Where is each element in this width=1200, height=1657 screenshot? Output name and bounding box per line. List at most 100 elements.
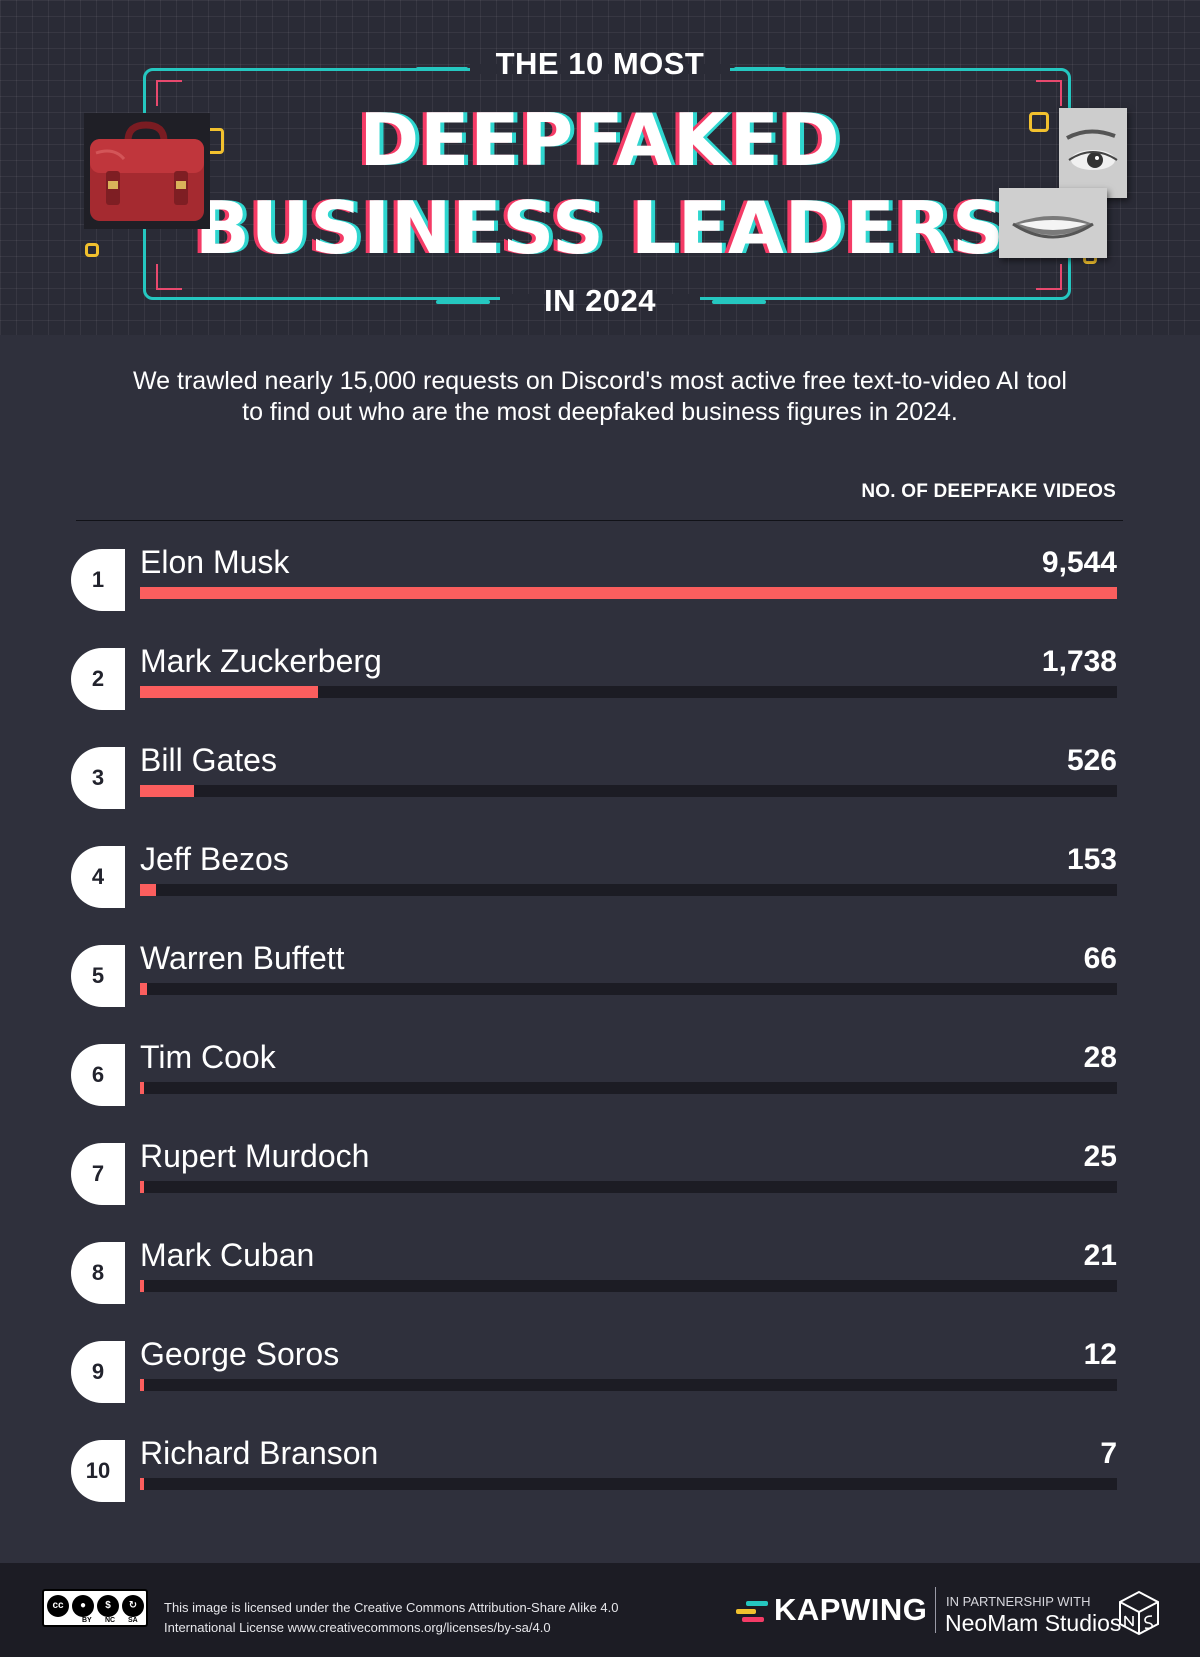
value-column-header: NO. OF DEEPFAKE VIDEOS (861, 481, 1116, 502)
value-label: 9,544 (1041, 546, 1117, 579)
category-label: Elon Musk (140, 544, 290, 580)
title-line-1: DEEPFAKED (359, 98, 841, 182)
footer-divider (935, 1587, 936, 1633)
bar-track (140, 686, 1117, 698)
bar-track (140, 884, 1117, 896)
bar-track (140, 587, 1117, 599)
intro-line-2: to find out who are the most deepfaked b… (242, 398, 958, 426)
bar (140, 587, 1117, 599)
chart-row: 5 Warren Buffett 66 (0, 940, 1200, 1035)
chart-row: 9 George Soros 12 (0, 1336, 1200, 1431)
header-banner: THE 10 MOST DEEPFAKED BUSINESS LEADERS I… (0, 0, 1200, 335)
cc-label-nc: NC (105, 1617, 116, 1624)
rank-badge: 3 (71, 747, 125, 809)
cc-icon: cc (47, 1595, 69, 1617)
rank-badge: 5 (71, 945, 125, 1007)
value-label: 1,738 (1041, 645, 1117, 678)
kapwing-logo-icon (736, 1601, 768, 1622)
kapwing-brand: KAPWING (774, 1592, 928, 1627)
frame-dash (734, 67, 786, 71)
partner-name: NeoMam Studios (945, 1610, 1122, 1636)
header-divider (76, 520, 1123, 521)
value-label: 28 (1083, 1041, 1117, 1074)
frame-dash (436, 300, 490, 304)
bar-track (140, 785, 1117, 797)
category-label: Rupert Murdoch (140, 1138, 370, 1174)
nc-dollar-icon: $ (97, 1595, 119, 1617)
value-label: 12 (1083, 1338, 1117, 1371)
title-line-2: BUSINESS LEADERS (194, 186, 1005, 270)
corner-bracket (156, 264, 182, 290)
category-label: Tim Cook (140, 1039, 276, 1075)
value-label: 526 (1066, 744, 1117, 777)
frame-dash (416, 67, 468, 71)
chart-row: 3 Bill Gates 526 (0, 742, 1200, 837)
rank-badge: 2 (71, 648, 125, 710)
frame-dash (712, 300, 766, 304)
rank-badge: 9 (71, 1341, 125, 1403)
bar (140, 1280, 144, 1292)
frame-gap-top (470, 64, 730, 74)
decor-square (1029, 112, 1049, 132)
bar (140, 1478, 144, 1490)
category-label: Jeff Bezos (140, 841, 289, 877)
intro-text: We trawled nearly 15,000 requests on Dis… (70, 366, 1130, 428)
bar (140, 1181, 144, 1193)
value-label: 7 (1100, 1437, 1117, 1470)
bar-track (140, 983, 1117, 995)
rank-badge: 8 (71, 1242, 125, 1304)
creative-commons-badge-icon: cc ● $ ↻ BY NC SA (42, 1589, 148, 1627)
bar (140, 686, 318, 698)
rank-badge: 10 (71, 1440, 125, 1502)
mouth-photo-icon (999, 188, 1107, 258)
chart-row: 10 Richard Branson 7 (0, 1435, 1200, 1530)
bar-track (140, 1478, 1117, 1490)
bar-track (140, 1280, 1117, 1292)
eye-photo-icon (1059, 108, 1127, 198)
sa-share-icon: ↻ (122, 1595, 144, 1617)
chart-row: 8 Mark Cuban 21 (0, 1237, 1200, 1332)
rank-badge: 6 (71, 1044, 125, 1106)
value-label: 153 (1066, 843, 1117, 876)
bar (140, 884, 156, 896)
intro-line-1: We trawled nearly 15,000 requests on Dis… (133, 367, 1067, 395)
bar (140, 983, 147, 995)
category-label: Mark Cuban (140, 1237, 315, 1273)
cc-label-sa: SA (128, 1617, 138, 1624)
chart-row: 4 Jeff Bezos 153 (0, 841, 1200, 936)
license-line-1: This image is licensed under the Creativ… (164, 1600, 619, 1615)
title-subtitle: IN 2024 (543, 283, 657, 318)
chart-row: 7 Rupert Murdoch 25 (0, 1138, 1200, 1233)
category-label: Mark Zuckerberg (140, 643, 382, 679)
license-text: This image is licensed under the Creativ… (164, 1598, 619, 1638)
neomam-cube-logo-icon (1119, 1590, 1159, 1636)
decor-square (85, 243, 99, 257)
partner-label: IN PARTNERSHIP WITH (946, 1594, 1091, 1609)
category-label: Warren Buffett (140, 940, 345, 976)
rank-badge: 1 (71, 549, 125, 611)
title-kicker: THE 10 MOST (495, 46, 705, 81)
corner-bracket (1036, 80, 1062, 106)
rank-badge: 4 (71, 846, 125, 908)
cc-label-by: BY (82, 1617, 92, 1624)
bar (140, 785, 194, 797)
frame-gap-bottom (500, 294, 700, 304)
by-person-icon: ● (72, 1595, 94, 1617)
chart-row: 1 Elon Musk 9,544 (0, 544, 1200, 639)
bar (140, 1379, 144, 1391)
value-label: 25 (1083, 1140, 1117, 1173)
bar (140, 1082, 144, 1094)
chart-row: 2 Mark Zuckerberg 1,738 (0, 643, 1200, 738)
category-label: Bill Gates (140, 742, 277, 778)
chart-row: 6 Tim Cook 28 (0, 1039, 1200, 1134)
value-label: 66 (1083, 942, 1117, 975)
rank-badge: 7 (71, 1143, 125, 1205)
license-line-2: International License www.creativecommon… (164, 1620, 551, 1635)
category-label: Richard Branson (140, 1435, 379, 1471)
category-label: George Soros (140, 1336, 340, 1372)
bar-track (140, 1181, 1117, 1193)
corner-bracket (156, 80, 182, 106)
corner-bracket (1036, 264, 1062, 290)
value-label: 21 (1083, 1239, 1117, 1272)
footer: cc ● $ ↻ BY NC SA This image is licensed… (0, 1563, 1200, 1657)
